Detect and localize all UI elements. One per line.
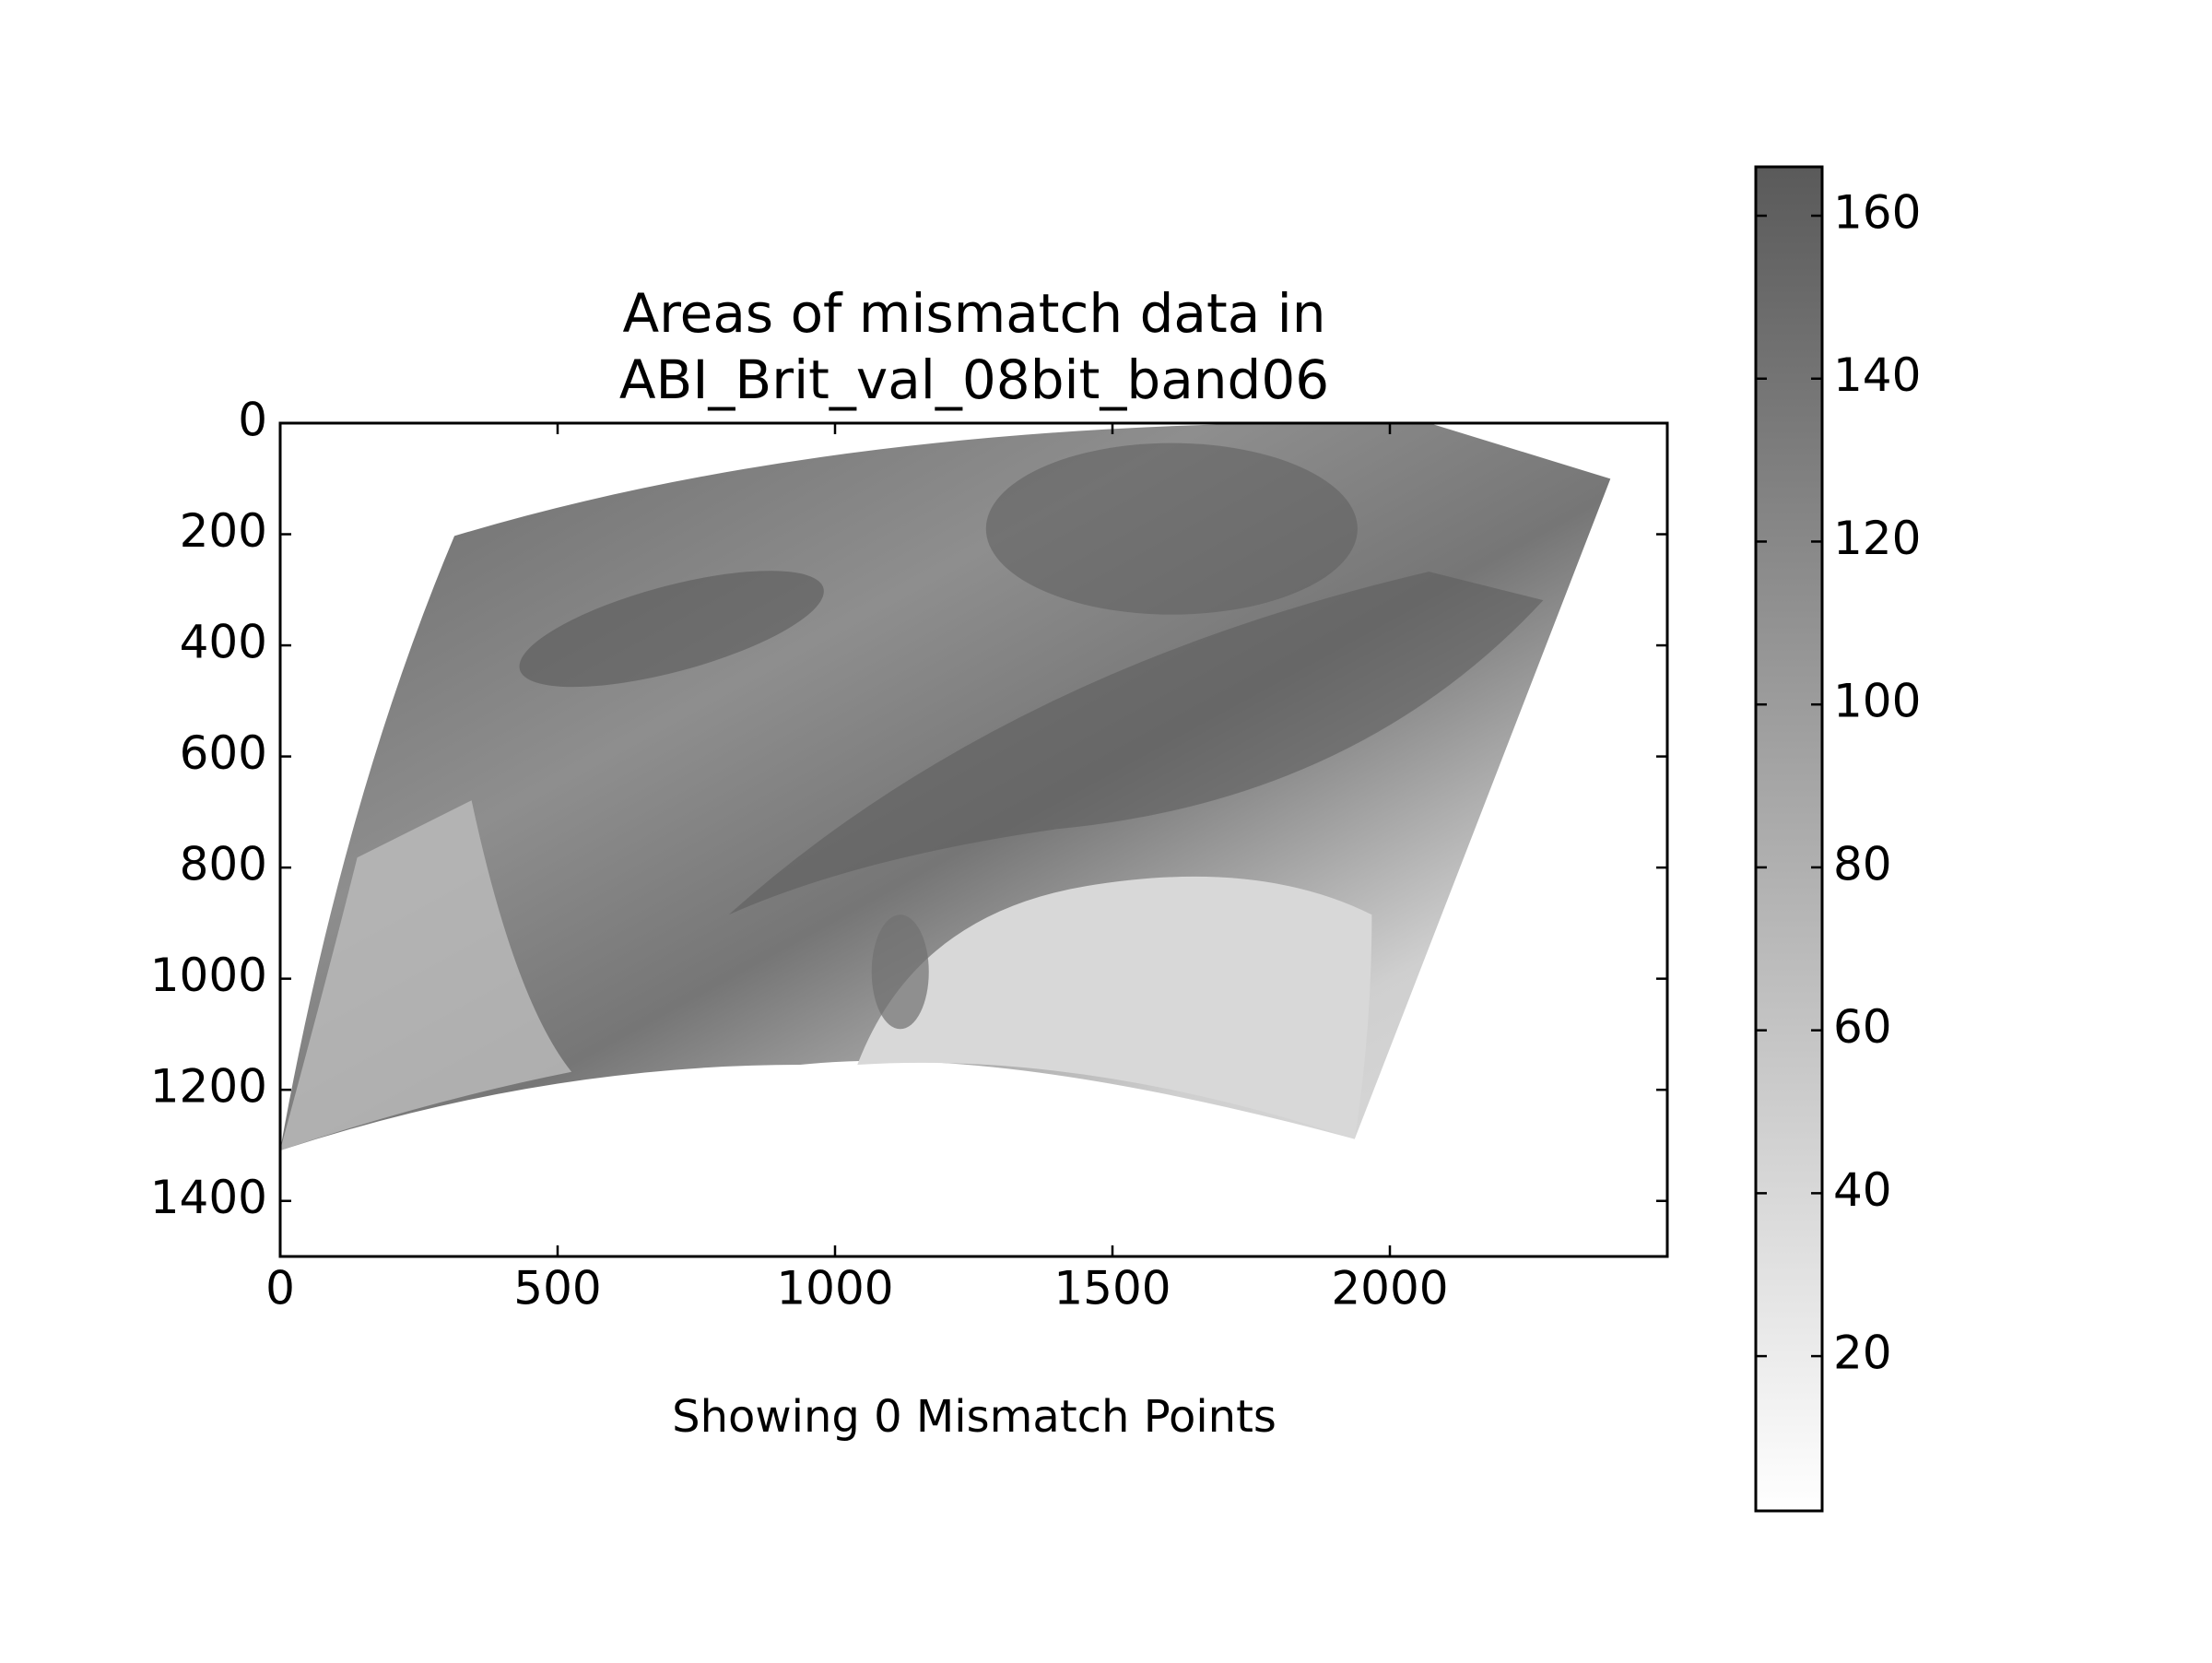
- x-tick-label: 500: [513, 1262, 601, 1315]
- y-tick-label: 1000: [150, 949, 267, 1002]
- y-tick-label: 0: [238, 394, 267, 447]
- colorbar-tick-label: 160: [1833, 186, 1921, 240]
- colorbar-tick-label: 80: [1833, 837, 1892, 890]
- colorbar-tick-label: 140: [1833, 348, 1921, 402]
- x-tick-label: 0: [265, 1262, 295, 1315]
- colorbar-tick-label: 40: [1833, 1163, 1892, 1217]
- chart-title: ABI_Brit_val_08bit_band06: [619, 348, 1329, 411]
- x-axis-label: Showing 0 Mismatch Points: [672, 1391, 1277, 1443]
- y-tick-label: 1200: [150, 1060, 267, 1114]
- x-tick-label: 1000: [776, 1262, 893, 1315]
- axes-frame: [278, 421, 1669, 1258]
- y-tick-label: 1400: [150, 1171, 267, 1224]
- y-tick-label: 800: [180, 838, 267, 891]
- y-tick-label: 600: [180, 726, 267, 780]
- colorbar-tick-label: 120: [1833, 512, 1921, 565]
- y-tick-label: 200: [180, 504, 267, 558]
- chart-title: Areas of mismatch data in: [622, 282, 1325, 345]
- x-tick-label: 2000: [1331, 1262, 1448, 1315]
- satellite-image: [280, 423, 1611, 1151]
- x-tick-label: 1500: [1053, 1262, 1171, 1315]
- colorbar-tick-label: 100: [1833, 675, 1921, 728]
- y-tick-label: 400: [180, 616, 267, 669]
- colorbar: [1754, 165, 1824, 1513]
- colorbar-tick-label: 20: [1833, 1327, 1892, 1380]
- colorbar-tick-label: 60: [1833, 1000, 1892, 1054]
